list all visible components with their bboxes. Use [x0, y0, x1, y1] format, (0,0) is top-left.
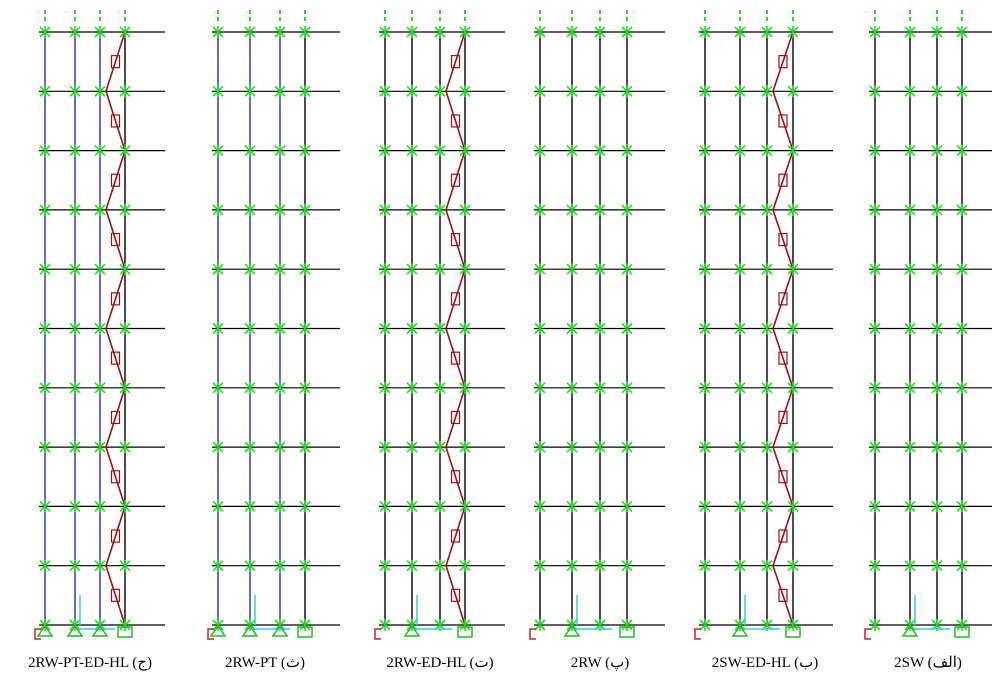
spring: [695, 629, 701, 639]
caption: 2RW (پ): [571, 655, 629, 671]
caption: 2RW-ED-HL (ت): [386, 655, 493, 671]
figure: 2RW-PT-ED-HL (ج) 2RW-PT (ث) 2RW-ED-HL (ت…: [0, 0, 992, 679]
caption: 2RW-PT-ED-HL (ج): [28, 655, 152, 671]
caption: 2SW-ED-HL (ب): [712, 655, 818, 671]
spring: [865, 629, 871, 639]
caption: 2SW (الف): [894, 655, 962, 671]
spring: [375, 629, 381, 639]
frames: [35, 10, 992, 639]
caption: 2RW-PT (ث): [225, 655, 305, 671]
spring: [530, 629, 536, 639]
